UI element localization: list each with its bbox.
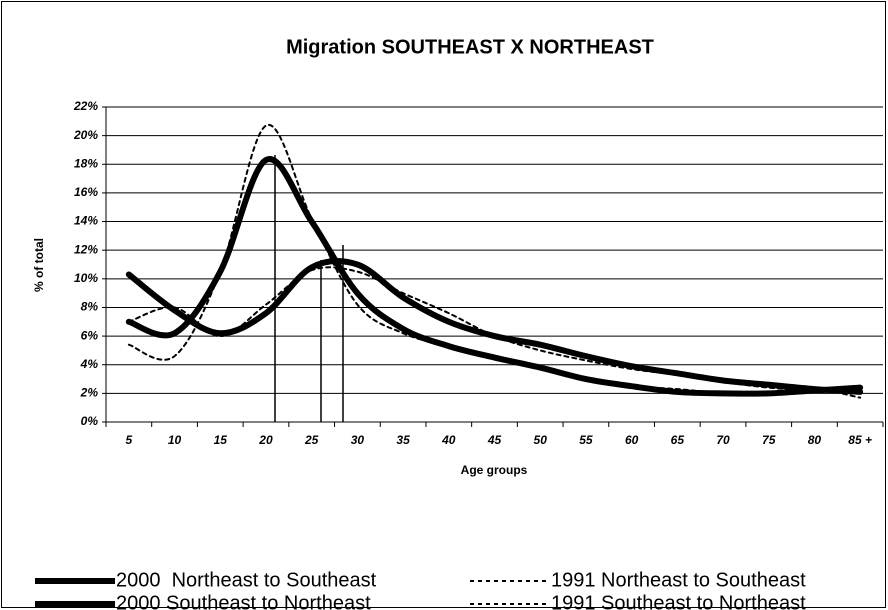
x-tick-label: 45 [487,433,502,447]
x-axis-label: Age groups [461,463,528,477]
x-tick-label: 50 [534,433,548,447]
legend-label: 1991 Northeast to Southeast [551,569,806,591]
y-axis-label: % of total [32,238,46,292]
x-tick-label: 15 [214,433,228,447]
x-tick-label: 70 [716,433,730,447]
y-tick-label: 4% [80,357,99,371]
x-tick-label: 5 [126,433,133,447]
legend-label: 1991 Southeast to Northeast [551,592,806,610]
x-tick-label: 20 [258,433,273,447]
y-tick-label: 8% [81,300,99,314]
y-tick-label: 6% [81,328,99,342]
x-tick-label: 80 [808,433,822,447]
y-tick-label: 10% [74,271,98,285]
y-tick-label: 2% [80,386,99,400]
series-line [127,124,862,399]
y-tick-label: 0% [81,414,99,428]
x-tick-label: 75 [762,433,776,447]
chart-title: Migration SOUTHEAST X NORTHEAST [286,36,654,58]
y-tick-label: 20% [73,128,98,142]
x-tick-label: 30 [351,433,365,447]
x-tick-label: 25 [304,433,319,447]
x-tick-label: 65 [671,433,685,447]
x-tick-label: 35 [396,433,410,447]
series-line [127,266,862,392]
y-tick-label: 16% [74,185,98,199]
y-tick-label: 22% [73,99,98,113]
legend-label: 2000 Northeast to Southeast [116,569,377,591]
y-tick-label: 14% [74,214,98,228]
x-tick-label: 40 [441,433,456,447]
legend-label: 2000 Southeast to Northeast [116,592,371,610]
x-tick-label: 10 [168,433,182,447]
y-tick-label: 12% [74,242,98,256]
x-tick-label: 55 [579,433,593,447]
y-tick-label: 18% [74,156,98,170]
x-tick-label: 60 [625,433,639,447]
x-tick-label: 85 + [848,433,872,447]
